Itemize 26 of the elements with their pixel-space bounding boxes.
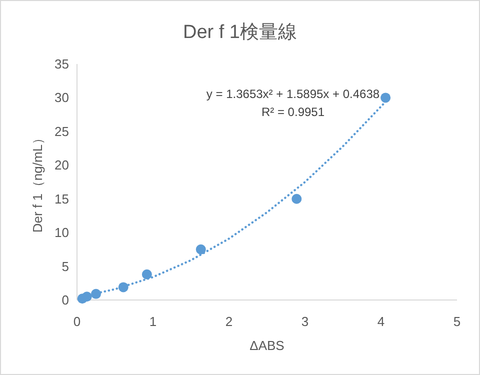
point xyxy=(91,288,101,299)
y-tick-label: 25 xyxy=(54,124,69,139)
x-tick-label: 3 xyxy=(301,314,309,329)
y-axis-title: Der f 1（ng/mL） xyxy=(30,131,45,233)
y-tick-label: 10 xyxy=(54,225,69,240)
point xyxy=(118,282,128,292)
y-tick-label: 35 xyxy=(54,56,69,72)
y-tick-label: 5 xyxy=(62,258,69,274)
x-tick-label: 2 xyxy=(225,314,233,329)
x-axis-title: ΔABS xyxy=(250,338,285,353)
y-tick-label: 30 xyxy=(54,90,69,106)
y-tick-label: 0 xyxy=(62,292,69,308)
annotation: R² = 0.9951 xyxy=(261,105,325,119)
y-tick-label: 15 xyxy=(54,191,69,206)
point xyxy=(380,92,391,103)
x-tick-label: 1 xyxy=(149,314,157,329)
point xyxy=(142,269,152,280)
y-tick-label: 20 xyxy=(54,158,69,173)
annotation: y = 1.3653x² + 1.5895x + 0.4638 xyxy=(206,87,380,101)
x-tick-label: 5 xyxy=(453,314,461,329)
chart-title: Der f 1検量線 xyxy=(182,22,298,43)
x-tick-label: 0 xyxy=(73,314,81,329)
point xyxy=(196,244,206,254)
point xyxy=(82,292,92,302)
x-tick-label: 4 xyxy=(377,314,385,329)
point xyxy=(292,194,302,204)
